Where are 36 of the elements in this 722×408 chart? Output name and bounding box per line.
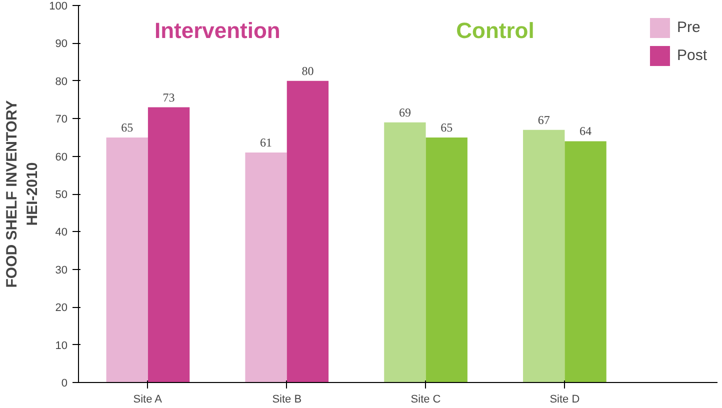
y-tick-label: 50 bbox=[55, 189, 68, 201]
bar bbox=[148, 107, 190, 382]
data-label: 64 bbox=[580, 124, 592, 138]
y-tick-label: 20 bbox=[55, 302, 68, 314]
bar bbox=[523, 130, 565, 382]
x-tick-label: Site B bbox=[272, 394, 302, 406]
y-tick-label: 90 bbox=[55, 38, 68, 50]
data-label: 73 bbox=[162, 90, 175, 104]
y-axis-title: FOOD SHELF INVENTORY HEI-2010 bbox=[4, 100, 42, 288]
legend-label: Pre bbox=[676, 19, 700, 36]
bar bbox=[564, 141, 606, 382]
data-label: 80 bbox=[302, 64, 314, 78]
y-tick-label: 10 bbox=[55, 340, 68, 352]
annotation: Control bbox=[456, 18, 534, 44]
x-tick-label: Site D bbox=[550, 394, 580, 406]
legend-label: Post bbox=[676, 47, 707, 64]
annotation: Intervention bbox=[154, 18, 280, 44]
bar bbox=[384, 122, 426, 382]
y-tick-label: 30 bbox=[55, 264, 68, 276]
y-tick-label: 70 bbox=[55, 114, 68, 126]
y-tick-label: 0 bbox=[61, 378, 68, 390]
data-label: 65 bbox=[440, 120, 453, 134]
data-label: 69 bbox=[398, 105, 411, 120]
x-tick-label: Site A bbox=[133, 394, 163, 406]
bar bbox=[245, 152, 287, 382]
data-label: 61 bbox=[260, 136, 272, 150]
data-label: 67 bbox=[538, 112, 550, 127]
bar bbox=[286, 80, 329, 382]
y-tick-label: 100 bbox=[49, 0, 68, 12]
bar bbox=[106, 137, 148, 382]
y-tick-label: 60 bbox=[55, 151, 68, 164]
x-tick-label: Site C bbox=[410, 394, 441, 406]
bar bbox=[426, 137, 468, 382]
y-tick-label: 80 bbox=[55, 76, 68, 88]
y-tick-label: 40 bbox=[55, 226, 68, 239]
data-label: 65 bbox=[121, 120, 134, 134]
